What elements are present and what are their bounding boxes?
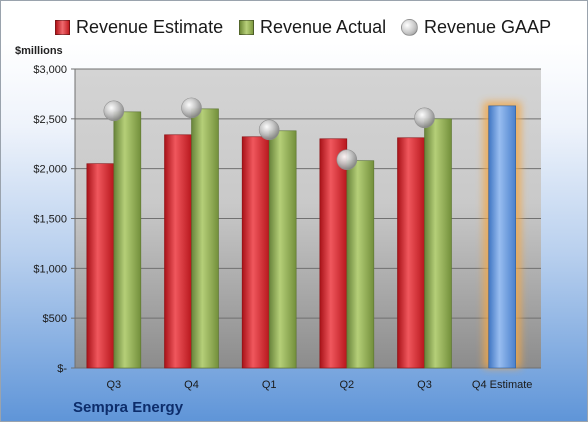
y-tick-label: $- [57,363,67,375]
chart-legend: Revenue Estimate Revenue Actual Revenue … [1,17,587,43]
x-tick-label: Q1 [262,379,277,391]
legend-item-gaap: Revenue GAAP [401,17,551,38]
y-tick-label: $2,500 [33,114,67,126]
x-tick-label: Q3 [106,379,121,391]
y-tick-label: $1,000 [33,263,67,275]
legend-swatch-gaap [401,19,418,36]
legend-item-actual: Revenue Actual [239,17,386,38]
company-name: Sempra Energy [73,399,184,416]
bar-revenue-estimate [319,138,348,369]
marker-revenue-gaap [103,100,125,122]
bar-revenue-actual [346,160,375,369]
x-tick-label: Q4 [184,379,199,391]
y-tick-label: $500 [43,313,67,325]
bar-revenue-actual [113,111,142,369]
y-tick-label: $3,000 [33,64,67,76]
bar-q4-estimate [488,105,516,369]
legend-swatch-estimate [55,20,70,35]
marker-revenue-gaap [414,107,435,129]
bar-revenue-estimate [86,163,115,369]
marker-revenue-gaap [258,119,280,141]
x-tick-label: Q4 Estimate [472,379,533,391]
legend-swatch-actual [239,20,254,35]
y-axis-label: $millions [15,45,63,57]
legend-label-gaap: Revenue GAAP [424,17,552,37]
bar-revenue-actual [268,130,297,369]
bar-revenue-actual [191,108,219,369]
bar-revenue-estimate [241,136,270,369]
y-tick-label: $2,000 [33,164,67,176]
y-tick-label: $1,500 [33,214,67,226]
bar-revenue-estimate [164,134,192,369]
bar-revenue-estimate [397,137,425,369]
marker-revenue-gaap [336,149,358,170]
legend-label-actual: Revenue Actual [260,17,387,37]
legend-item-estimate: Revenue Estimate [55,17,223,38]
marker-revenue-gaap [181,97,202,119]
x-tick-label: Q3 [417,379,432,391]
legend-label-estimate: Revenue Estimate [76,17,224,37]
x-tick-label: Q2 [339,379,354,391]
bar-revenue-actual [424,118,452,369]
